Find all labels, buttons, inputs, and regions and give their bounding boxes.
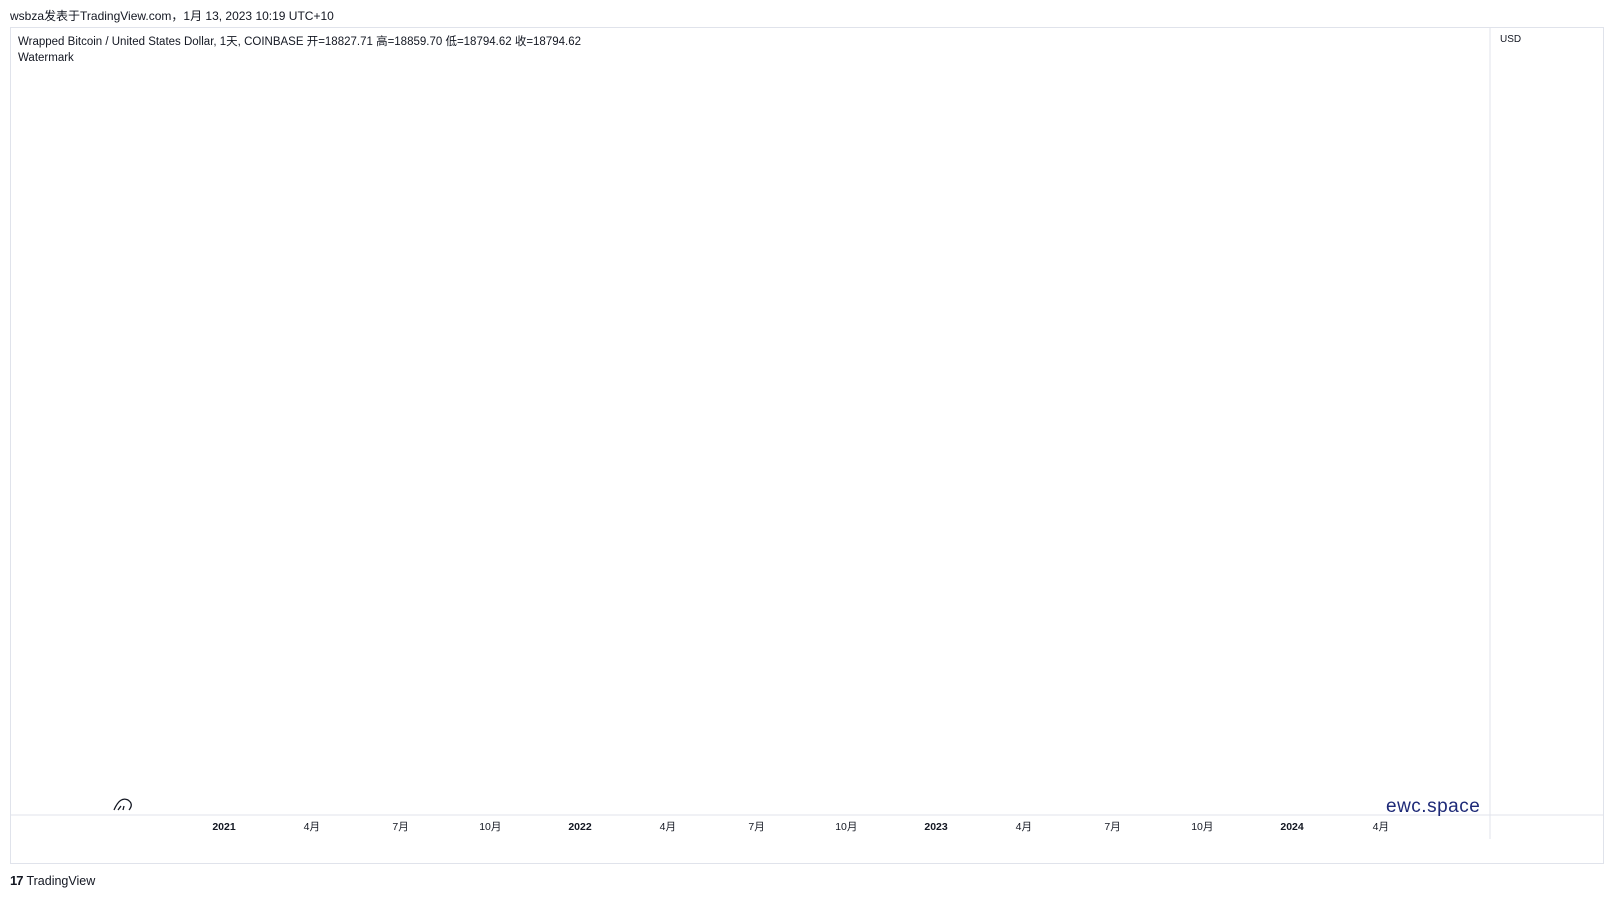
price-axis: USD104000.0092000.0080000.0072500.006500…	[1489, 28, 1521, 839]
dino-icon	[113, 798, 132, 811]
x-tick-label: 2023	[924, 821, 948, 833]
x-tick-label: 4月	[1373, 821, 1389, 833]
x-tick-label: 2021	[212, 821, 236, 833]
x-tick-label: 10月	[1191, 821, 1213, 833]
currency-label: USD	[1500, 34, 1521, 45]
chart-frame	[10, 27, 1604, 864]
tradingview-brand[interactable]: 17 TradingView	[10, 873, 95, 888]
x-tick-label: 10月	[835, 821, 857, 833]
brand-label: TradingView	[26, 873, 96, 888]
legend: Wrapped Bitcoin / United States Dollar, …	[18, 34, 581, 66]
publisher-line: wsbza发表于TradingView.com，1月 13, 2023 10:1…	[10, 9, 334, 23]
x-tick-label: 4月	[304, 821, 320, 833]
wave-labels: (1)(2)(3)(4)(5)(A)(B)(C)(X)(W)(Y)12345	[113, 798, 132, 811]
x-tick-label: 7月	[748, 821, 764, 833]
x-tick-label: 7月	[1104, 821, 1120, 833]
tradingview-logo-icon: 17	[10, 873, 24, 888]
time-axis: 2021 4月 7月 10月 2022 4月 7月 10月 2023 4月 7月 10月 2024 4月	[11, 814, 1604, 833]
watermark-legend[interactable]: Watermark	[18, 52, 74, 64]
x-tick-label: 10月	[479, 821, 501, 833]
x-tick-label: 2022	[568, 821, 592, 833]
x-tick-label: 2024	[1280, 821, 1304, 833]
symbol-legend[interactable]: Wrapped Bitcoin / United States Dollar, …	[18, 36, 581, 48]
x-tick-label: 4月	[1016, 821, 1032, 833]
x-tick-label: 7月	[392, 821, 408, 833]
x-tick-label: 4月	[660, 821, 676, 833]
watermark-text: ewc.space	[1386, 796, 1481, 817]
